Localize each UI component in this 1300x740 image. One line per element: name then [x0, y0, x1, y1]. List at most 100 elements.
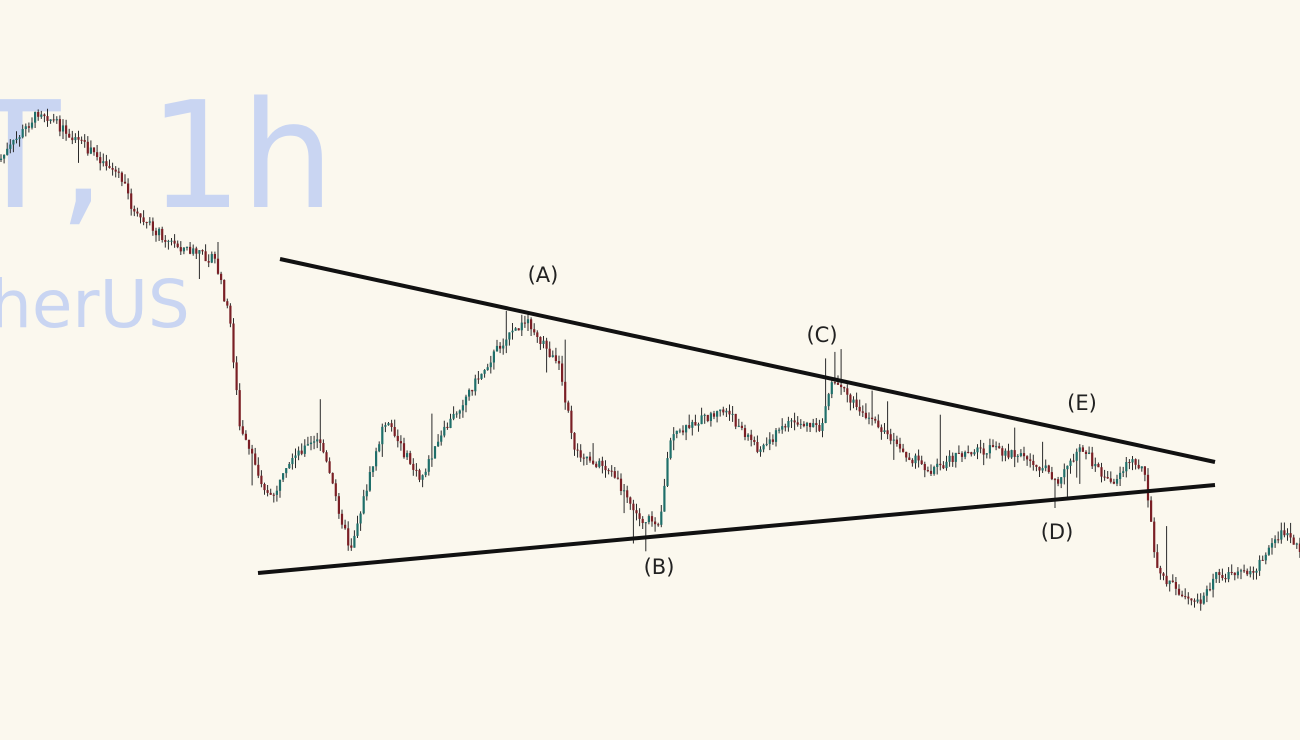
candle-body [815, 423, 818, 425]
candle-body [926, 470, 929, 472]
candle-body [1026, 456, 1029, 460]
candle-body [269, 492, 272, 495]
candle-body [182, 247, 185, 252]
candle-body [1168, 580, 1171, 585]
candle-body [306, 444, 309, 446]
candle-body [923, 464, 926, 471]
candle-body [917, 455, 920, 461]
candle-body [325, 452, 328, 462]
candle-body [1007, 450, 1010, 458]
candle-body [843, 387, 846, 389]
candle-body [430, 458, 433, 460]
candle-body [991, 445, 995, 448]
candle-body [3, 154, 6, 159]
candle-body [964, 452, 967, 457]
candle-body [409, 453, 412, 464]
candle-body [15, 138, 18, 140]
candle-body [229, 305, 232, 324]
candle-body [533, 329, 536, 333]
candle-body [685, 425, 688, 433]
candle-body [464, 396, 468, 406]
candle-body [954, 452, 957, 462]
candle-body [1115, 479, 1119, 484]
candle-body [818, 425, 821, 431]
candle-body [787, 421, 790, 428]
candle-body [316, 439, 319, 442]
candle-body [1081, 447, 1084, 452]
candle-body [164, 240, 167, 242]
candle-body [852, 399, 855, 403]
candle-body [263, 484, 266, 491]
candle-body [461, 405, 464, 411]
candle-body [567, 402, 570, 411]
candle-body [505, 339, 508, 346]
candle-body [52, 119, 55, 121]
candle-body [353, 535, 356, 548]
candle-body [613, 471, 616, 478]
candle-body [1280, 530, 1283, 540]
candle-body [40, 114, 43, 117]
candle-body [979, 447, 982, 449]
candle-body [530, 319, 533, 330]
candle-body [644, 522, 647, 524]
candle-body [356, 523, 359, 536]
candle-body [929, 470, 933, 474]
candle-body [502, 345, 505, 349]
candle-body [313, 441, 316, 443]
candle-body [133, 208, 136, 212]
candle-body [1078, 447, 1081, 452]
candle-body [1255, 570, 1258, 573]
candle-body [554, 355, 557, 361]
candle-body [1174, 582, 1177, 589]
candle-body [1295, 543, 1298, 545]
candle-body [9, 144, 12, 149]
candle-body [517, 328, 520, 331]
candle-body [688, 425, 691, 428]
candle-body [957, 452, 960, 454]
candle-body [61, 125, 65, 132]
candle-body [1264, 554, 1267, 561]
candle-body [796, 422, 799, 425]
candle-body [1289, 533, 1292, 538]
candle-body [542, 340, 545, 344]
candle-body [771, 439, 774, 442]
candle-body [1050, 472, 1053, 480]
candles [0, 108, 1300, 611]
candle-body [244, 433, 247, 440]
candle-body [784, 426, 787, 428]
candle-body [1069, 460, 1072, 466]
candle-body [604, 465, 607, 471]
candle-body [1177, 588, 1181, 595]
candle-body [557, 361, 561, 364]
candle-body [49, 119, 52, 121]
candle-body [185, 246, 189, 248]
candle-body [251, 448, 254, 454]
candle-body [1019, 453, 1022, 456]
candle-body [747, 434, 750, 437]
candle-body [77, 137, 80, 140]
candle-body [319, 439, 322, 443]
candle-body [592, 460, 595, 464]
candle-body [809, 422, 812, 428]
candle-body [344, 524, 347, 529]
candle-body [793, 420, 796, 423]
candle-body [1298, 543, 1300, 552]
lower-trendline [257, 483, 1216, 575]
candle-body [1227, 572, 1230, 580]
candle-body [833, 382, 836, 384]
candle-body [145, 222, 148, 223]
candle-body [1109, 478, 1112, 482]
candle-body [1047, 465, 1050, 472]
candle-body [278, 479, 282, 491]
candle-body [858, 406, 861, 412]
candle-body [220, 273, 223, 280]
wave-label-a: (A) [528, 263, 559, 287]
candle-body [743, 428, 747, 437]
candle-body [458, 410, 461, 414]
candle-body [387, 423, 390, 426]
candle-body [123, 181, 127, 184]
candle-body [173, 240, 176, 244]
candle-body [985, 453, 988, 455]
candle-body [375, 451, 378, 467]
candle-body [235, 362, 238, 391]
